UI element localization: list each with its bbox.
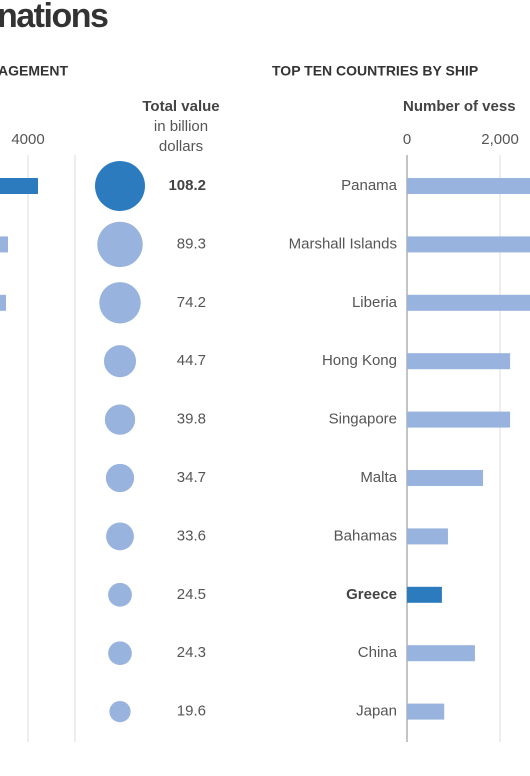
bubble [105,463,135,493]
x-tick-label: 2,000 [481,131,519,148]
bubble [95,161,145,211]
value-label: 39.8 [177,411,206,428]
bubble [108,582,132,607]
column-subtitle: dollars [159,138,203,155]
bubble [108,641,132,666]
category-label: Hong Kong [322,352,397,369]
value-label: 74.2 [177,294,206,311]
category-label: Singapore [329,411,397,428]
bubble [109,700,131,723]
bar [407,645,475,662]
value-label: 24.5 [177,586,206,603]
bar [407,236,530,253]
page-title: nations [0,0,108,35]
value-label: 108.2 [168,177,206,194]
category-label: Bahamas [334,527,397,544]
bar [407,353,511,370]
value-label: 34.7 [177,469,206,486]
bubble [99,282,141,324]
value-label: 33.6 [177,527,206,544]
bubble [97,221,143,268]
category-label: Panama [341,177,398,194]
axis-label: Number of vess [403,98,516,115]
category-label: Japan [356,703,397,720]
x-tick-label: 4000 [11,131,44,148]
bar [407,294,530,311]
category-label: China [358,644,398,661]
section-header: AGEMENT [0,63,68,79]
category-label: Malta [360,469,397,486]
bar [407,411,511,428]
bubble [104,404,136,435]
column-subtitle: in billion [154,118,208,135]
bar [407,586,442,603]
column-title: Total value [142,98,219,115]
bubble [103,345,137,378]
value-label: 44.7 [177,352,206,369]
bar [0,294,6,311]
value-label: 19.6 [177,703,206,720]
bar [0,178,38,194]
bar [407,470,484,486]
category-label: Marshall Islands [289,235,397,252]
value-label: 89.3 [177,235,206,252]
bubble [106,522,134,551]
bar [407,703,445,720]
bar [407,528,448,545]
value-label: 24.3 [177,644,206,661]
bar [407,178,530,194]
marks: 4000 108.2 89.3 74.2 44.7 39.8 34.7 33.6 24.5 24.… [0,131,530,742]
x-tick-label: 0 [403,131,411,148]
section-header: TOP TEN COUNTRIES BY SHIP [272,63,478,79]
bar [0,236,8,253]
category-label: Liberia [352,294,398,311]
category-label: Greece [346,586,397,603]
